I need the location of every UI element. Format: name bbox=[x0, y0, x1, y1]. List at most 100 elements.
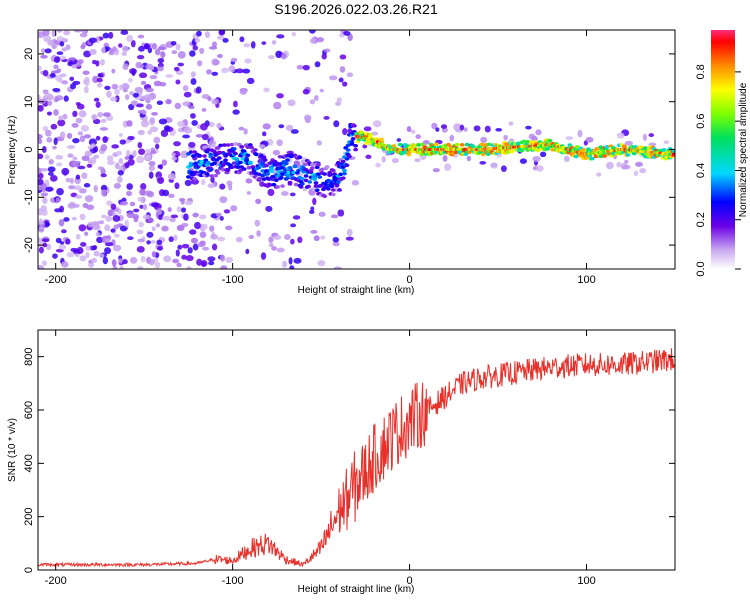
spectrogram-point bbox=[285, 158, 290, 162]
spectrogram-point bbox=[141, 110, 147, 115]
spectrogram-point bbox=[74, 185, 82, 191]
spectrogram-point bbox=[314, 188, 320, 193]
spectrogram-point bbox=[309, 38, 316, 44]
spectrogram-point bbox=[260, 252, 267, 260]
spectrogram-point bbox=[81, 42, 87, 48]
spectrogram-point bbox=[268, 236, 274, 243]
spectrogram-point bbox=[290, 129, 299, 134]
spectrogram-point bbox=[287, 166, 293, 170]
spectrogram-point bbox=[351, 124, 357, 128]
spectrogram-point bbox=[233, 151, 238, 156]
spectrogram-point bbox=[303, 174, 309, 178]
spectrogram-point bbox=[63, 95, 69, 102]
spectrogram-point bbox=[43, 35, 52, 43]
spectrogram-point bbox=[146, 231, 154, 238]
spectrogram-point bbox=[151, 226, 156, 232]
spectrogram-point bbox=[273, 234, 282, 241]
spectrogram-point bbox=[86, 163, 93, 168]
spectrogram-point bbox=[255, 198, 262, 205]
spectrogram-point bbox=[353, 147, 359, 152]
x-tick-label: 100 bbox=[577, 274, 595, 286]
spectrogram-point bbox=[316, 36, 325, 43]
spectrogram-point bbox=[567, 143, 573, 147]
spectrogram-point bbox=[149, 126, 159, 133]
spectrogram-point bbox=[185, 255, 194, 262]
spectrogram-point bbox=[319, 88, 324, 93]
spectrogram-point bbox=[219, 183, 226, 190]
spectrogram-point bbox=[192, 177, 197, 181]
y-tick-label: 0 bbox=[23, 567, 35, 573]
spectrogram-point bbox=[53, 109, 59, 116]
spectrogram-point bbox=[232, 109, 240, 115]
spectrogram-point bbox=[102, 32, 110, 39]
spectrogram-point bbox=[292, 215, 301, 220]
spectrogram-point bbox=[648, 133, 655, 138]
spectrogram-point bbox=[110, 96, 118, 102]
spectrogram-point bbox=[173, 66, 180, 72]
spectrogram-point bbox=[41, 238, 50, 243]
spectrogram-point bbox=[113, 182, 121, 189]
spectrogram-point bbox=[194, 38, 201, 43]
spectrogram-point bbox=[209, 136, 214, 142]
spectrogram-point bbox=[195, 86, 202, 94]
spectrogram-point bbox=[127, 158, 135, 166]
spectrogram-point bbox=[616, 132, 625, 139]
x-tick-label: -200 bbox=[45, 575, 67, 587]
spectrogram-point bbox=[38, 104, 44, 112]
spectrogram-point bbox=[80, 241, 87, 247]
y-tick-label: 0 bbox=[23, 146, 35, 152]
spectrogram-point bbox=[150, 240, 156, 244]
spectrogram-point bbox=[616, 161, 622, 168]
spectrogram-point bbox=[116, 150, 122, 156]
spectrogram-point bbox=[302, 64, 310, 71]
spectrogram-point bbox=[65, 177, 71, 183]
spectrogram-point bbox=[223, 158, 228, 162]
spectrogram-point bbox=[126, 34, 134, 43]
spectrogram-point bbox=[273, 101, 282, 110]
spectrogram-point bbox=[201, 107, 207, 112]
spectrogram-point bbox=[201, 179, 206, 186]
spectrogram-point bbox=[75, 101, 81, 106]
spectrogram-point bbox=[137, 196, 143, 202]
spectrogram-point bbox=[72, 160, 79, 168]
spectrogram-point bbox=[306, 184, 311, 189]
spectrogram-point bbox=[453, 150, 459, 155]
spectrogram-point bbox=[313, 184, 319, 188]
spectrogram-point bbox=[113, 233, 120, 238]
spectrogram-point bbox=[254, 152, 259, 157]
spectrogram-point bbox=[276, 139, 283, 147]
spectrogram-point bbox=[199, 214, 207, 220]
spectrogram-point bbox=[42, 197, 48, 205]
spectrogram-point bbox=[50, 123, 58, 130]
spectrogram-point bbox=[108, 31, 114, 39]
spectrogram-point bbox=[228, 65, 236, 73]
spectrogram-point bbox=[180, 207, 187, 213]
spectrogram-point bbox=[207, 256, 216, 262]
spectrogram-point bbox=[225, 143, 231, 147]
spectrogram-point bbox=[143, 154, 152, 161]
spectrogram-point bbox=[250, 41, 256, 49]
spectrogram-point bbox=[44, 154, 50, 160]
spectrogram-point bbox=[156, 207, 163, 215]
spectrogram-point bbox=[192, 243, 199, 251]
spectrogram-point bbox=[290, 238, 295, 245]
spectrogram-point bbox=[98, 73, 104, 78]
spectrogram-point bbox=[53, 137, 58, 146]
spectrogram-point bbox=[240, 157, 246, 161]
spectrogram-point bbox=[190, 113, 196, 119]
spectrogram-point bbox=[75, 253, 80, 257]
spectrogram-point bbox=[639, 168, 647, 174]
spectrogram-point bbox=[635, 161, 644, 167]
spectrogram-point bbox=[158, 118, 168, 125]
spectrogram-point bbox=[154, 261, 161, 269]
spectrogram-point bbox=[239, 145, 245, 149]
spectrogram-point bbox=[120, 30, 129, 35]
spectrogram-point bbox=[238, 126, 245, 131]
spectrogram-point bbox=[563, 155, 570, 163]
spectrogram-point bbox=[416, 143, 422, 147]
spectrogram-point bbox=[339, 66, 346, 73]
spectrogram-point bbox=[252, 148, 258, 152]
snr-x-ticks: -200 -100 0 100 bbox=[45, 330, 596, 587]
spectrogram-point bbox=[184, 179, 192, 187]
